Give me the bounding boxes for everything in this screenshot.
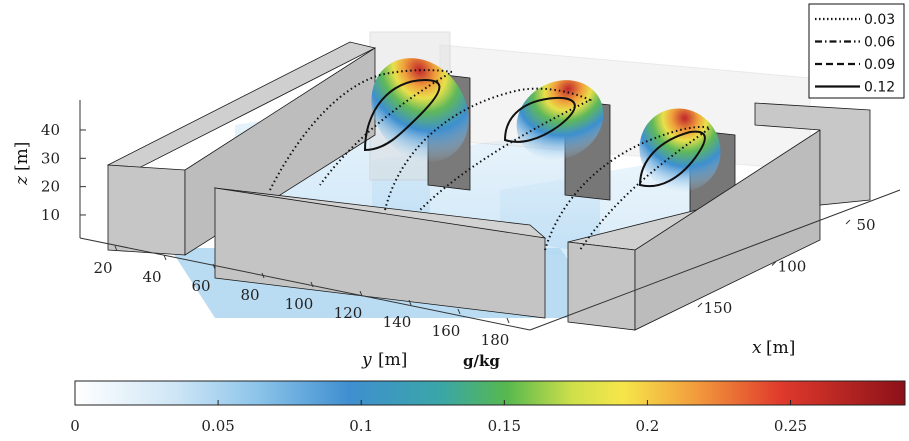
z-axis-label-var: z [12, 175, 32, 186]
legend-label: 0.09 [864, 57, 895, 73]
x-tick-label: 150 [704, 299, 733, 317]
z-tick-label: 30 [41, 149, 60, 167]
y-tick-label: 160 [432, 322, 461, 340]
contour-006-2 [503, 96, 576, 143]
colorbar-tick-label: 0.2 [635, 417, 659, 435]
right-building-side [634, 129, 821, 331]
y-tick-label: 180 [481, 331, 510, 349]
x-axis-label-var: x [752, 338, 762, 358]
front-building-front [214, 187, 546, 319]
colorbar-tick-label: 0 [70, 417, 80, 435]
y-axis-label-var: y [361, 350, 372, 370]
y-tick-label: 60 [191, 277, 210, 295]
x-tick-label: 100 [778, 258, 807, 276]
y-axis-line [79, 237, 531, 331]
legend-label: 0.12 [864, 80, 895, 96]
z-ticks: 10 20 30 40 [41, 121, 86, 224]
y-tick-mark [261, 272, 265, 279]
y-tick-mark [457, 308, 461, 315]
z-tick-label: 40 [41, 121, 60, 139]
y-tick-mark [310, 281, 314, 288]
colorbar-unit-label: g/kg [463, 352, 500, 370]
scene [79, 31, 901, 331]
legend: 0.03 0.06 0.09 0.12 [808, 3, 905, 99]
colorbar-tick-label: 0.1 [349, 417, 373, 435]
left-building-front [107, 164, 186, 256]
right-building-front [567, 241, 636, 331]
x-ticks: 50 100 150 [697, 216, 876, 317]
y-tick-label: 140 [383, 313, 412, 331]
plume-1 [371, 58, 469, 162]
legend-label: 0.03 [864, 12, 895, 28]
colorbar-tick-label: 0.25 [774, 417, 807, 435]
y-tick-label: 80 [240, 286, 259, 304]
y-ticks: 20 40 60 80 100 120 140 160 180 [93, 245, 510, 349]
z-axis-label: z [m] [12, 142, 32, 186]
y-axis-label-unit: [m] [378, 350, 407, 370]
far-right-building [754, 102, 871, 206]
y-tick-label: 120 [334, 304, 363, 322]
contour-003-2 [384, 87, 593, 211]
y-tick-label: 40 [142, 268, 161, 286]
y-axis-label: y [m] [361, 350, 407, 370]
colorbar-tick-label: 0.15 [488, 417, 521, 435]
x-tick-mark [771, 261, 777, 266]
contour-006-3 [638, 130, 706, 188]
y-tick-label: 20 [93, 259, 112, 277]
z-axis-label-unit: [m] [12, 142, 32, 171]
z-tick-label: 10 [41, 206, 60, 224]
z-tick-label: 20 [41, 178, 60, 196]
plume-group [269, 58, 721, 251]
y-tick-mark [506, 317, 510, 324]
x-tick-mark [697, 302, 703, 308]
colorbar-tick-label: 0.05 [201, 417, 234, 435]
y-tick-mark [212, 263, 216, 270]
x-axis-label-unit: [m] [766, 338, 795, 358]
y-tick-label: 100 [285, 295, 314, 313]
x-tick-mark [845, 219, 851, 225]
contour-006-1 [363, 78, 441, 152]
x-axis-line [529, 189, 901, 331]
colorbar: 0 0.05 0.1 0.15 0.2 0.25 [70, 380, 906, 435]
y-tick-mark [359, 290, 363, 297]
x-tick-label: 50 [856, 216, 875, 234]
legend-label: 0.06 [864, 35, 895, 51]
colorbar-gradient [74, 380, 906, 406]
x-axis-label: x [m] [752, 338, 795, 358]
y-tick-mark [114, 245, 118, 252]
y-tick-mark [408, 299, 412, 306]
y-tick-mark [163, 254, 167, 261]
